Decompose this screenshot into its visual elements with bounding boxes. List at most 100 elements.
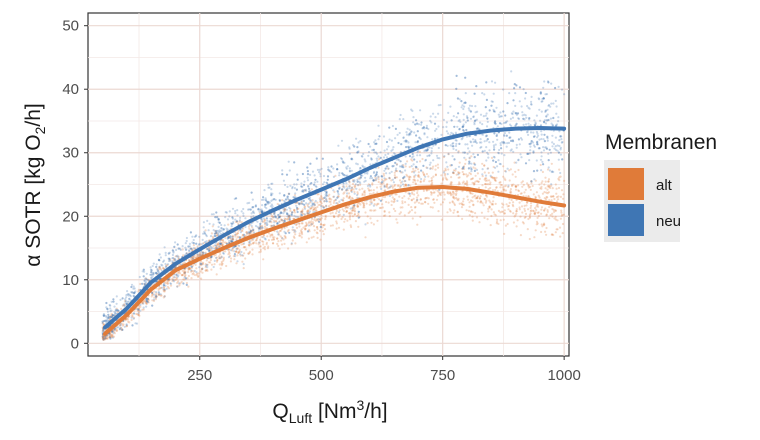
scatter-point-alt bbox=[558, 179, 561, 182]
scatter-point-alt bbox=[337, 214, 340, 217]
scatter-point-neu bbox=[476, 110, 479, 113]
scatter-point-alt bbox=[408, 165, 411, 169]
scatter-point-neu bbox=[548, 148, 551, 151]
scatter-point-alt bbox=[353, 212, 356, 215]
scatter-point-neu bbox=[111, 314, 114, 317]
scatter-point-alt bbox=[439, 192, 442, 195]
scatter-point-neu bbox=[528, 118, 531, 121]
scatter-point-alt bbox=[271, 234, 274, 237]
scatter-point-neu bbox=[354, 183, 357, 186]
scatter-point-neu bbox=[203, 232, 206, 235]
scatter-point-neu bbox=[231, 238, 234, 241]
scatter-point-alt bbox=[208, 256, 211, 260]
scatter-point-neu bbox=[102, 314, 105, 317]
scatter-point-alt bbox=[267, 232, 270, 235]
legend-swatch-neu bbox=[608, 204, 644, 236]
scatter-point-alt bbox=[155, 295, 159, 298]
scatter-point-alt bbox=[269, 224, 272, 227]
scatter-point-neu bbox=[325, 200, 328, 203]
scatter-point-alt bbox=[314, 209, 317, 212]
scatter-point-alt bbox=[236, 254, 239, 257]
scatter-point-alt bbox=[412, 197, 415, 200]
scatter-point-neu bbox=[542, 120, 546, 123]
scatter-point-neu bbox=[455, 74, 458, 77]
scatter-point-neu bbox=[228, 210, 231, 213]
scatter-point-alt bbox=[461, 167, 464, 170]
scatter-point-alt bbox=[252, 238, 255, 241]
scatter-point-alt bbox=[493, 176, 496, 179]
scatter-point-neu bbox=[444, 144, 447, 147]
scatter-point-neu bbox=[310, 200, 313, 203]
scatter-point-alt bbox=[190, 270, 193, 273]
scatter-point-neu bbox=[296, 215, 299, 218]
scatter-point-neu bbox=[525, 123, 528, 126]
scatter-point-alt bbox=[513, 161, 516, 164]
scatter-point-neu bbox=[309, 162, 312, 165]
scatter-point-neu bbox=[173, 276, 176, 279]
scatter-point-alt bbox=[474, 194, 477, 197]
scatter-point-neu bbox=[322, 174, 326, 178]
scatter-point-alt bbox=[507, 185, 510, 188]
scatter-point-neu bbox=[152, 298, 156, 301]
scatter-point-neu bbox=[283, 183, 287, 187]
scatter-point-alt bbox=[218, 243, 221, 246]
scatter-point-neu bbox=[527, 106, 530, 109]
scatter-point-neu bbox=[372, 179, 375, 182]
scatter-point-alt bbox=[271, 233, 274, 236]
scatter-point-alt bbox=[500, 210, 503, 213]
scatter-point-alt bbox=[503, 189, 506, 192]
scatter-point-alt bbox=[104, 335, 107, 338]
scatter-point-neu bbox=[381, 180, 384, 183]
scatter-point-neu bbox=[545, 119, 548, 122]
scatter-point-neu bbox=[545, 115, 548, 118]
scatter-point-alt bbox=[475, 216, 479, 219]
scatter-point-neu bbox=[125, 294, 128, 297]
scatter-point-alt bbox=[177, 255, 180, 258]
scatter-point-alt bbox=[205, 248, 208, 251]
scatter-point-neu bbox=[398, 131, 401, 135]
scatter-point-neu bbox=[435, 127, 438, 131]
scatter-point-neu bbox=[545, 147, 549, 150]
scatter-point-alt bbox=[558, 226, 562, 229]
scatter-point-neu bbox=[488, 141, 491, 144]
scatter-point-neu bbox=[127, 293, 130, 296]
scatter-point-alt bbox=[157, 293, 161, 296]
scatter-point-neu bbox=[433, 137, 437, 140]
scatter-point-neu bbox=[468, 135, 471, 138]
scatter-point-alt bbox=[138, 311, 141, 314]
scatter-point-alt bbox=[322, 224, 325, 227]
scatter-point-neu bbox=[246, 202, 249, 205]
scatter-point-alt bbox=[396, 184, 399, 187]
scatter-point-alt bbox=[337, 215, 340, 218]
scatter-point-neu bbox=[126, 293, 129, 296]
scatter-point-alt bbox=[554, 231, 557, 234]
scatter-point-neu bbox=[165, 287, 168, 290]
scatter-point-neu bbox=[185, 283, 188, 286]
scatter-point-neu bbox=[485, 134, 488, 137]
scatter-point-alt bbox=[225, 264, 228, 268]
scatter-point-neu bbox=[464, 101, 467, 104]
scatter-point-neu bbox=[189, 247, 192, 250]
scatter-point-alt bbox=[302, 226, 305, 229]
scatter-point-alt bbox=[191, 256, 195, 259]
scatter-point-alt bbox=[195, 267, 198, 270]
scatter-point-neu bbox=[164, 262, 167, 266]
scatter-point-neu bbox=[356, 194, 359, 197]
scatter-point-neu bbox=[481, 123, 484, 126]
scatter-point-alt bbox=[453, 202, 456, 205]
scatter-point-alt bbox=[479, 200, 482, 203]
scatter-point-alt bbox=[211, 235, 214, 238]
scatter-point-alt bbox=[436, 189, 439, 192]
scatter-point-neu bbox=[346, 187, 349, 190]
scatter-point-neu bbox=[467, 147, 470, 150]
scatter-point-neu bbox=[357, 150, 360, 153]
scatter-point-alt bbox=[417, 171, 420, 174]
scatter-point-neu bbox=[394, 169, 397, 172]
scatter-point-alt bbox=[396, 221, 399, 224]
scatter-point-alt bbox=[310, 207, 313, 210]
scatter-point-alt bbox=[469, 192, 472, 195]
scatter-point-alt bbox=[175, 274, 178, 277]
scatter-point-alt bbox=[348, 197, 351, 200]
scatter-point-alt bbox=[515, 185, 518, 188]
scatter-point-neu bbox=[326, 178, 329, 181]
